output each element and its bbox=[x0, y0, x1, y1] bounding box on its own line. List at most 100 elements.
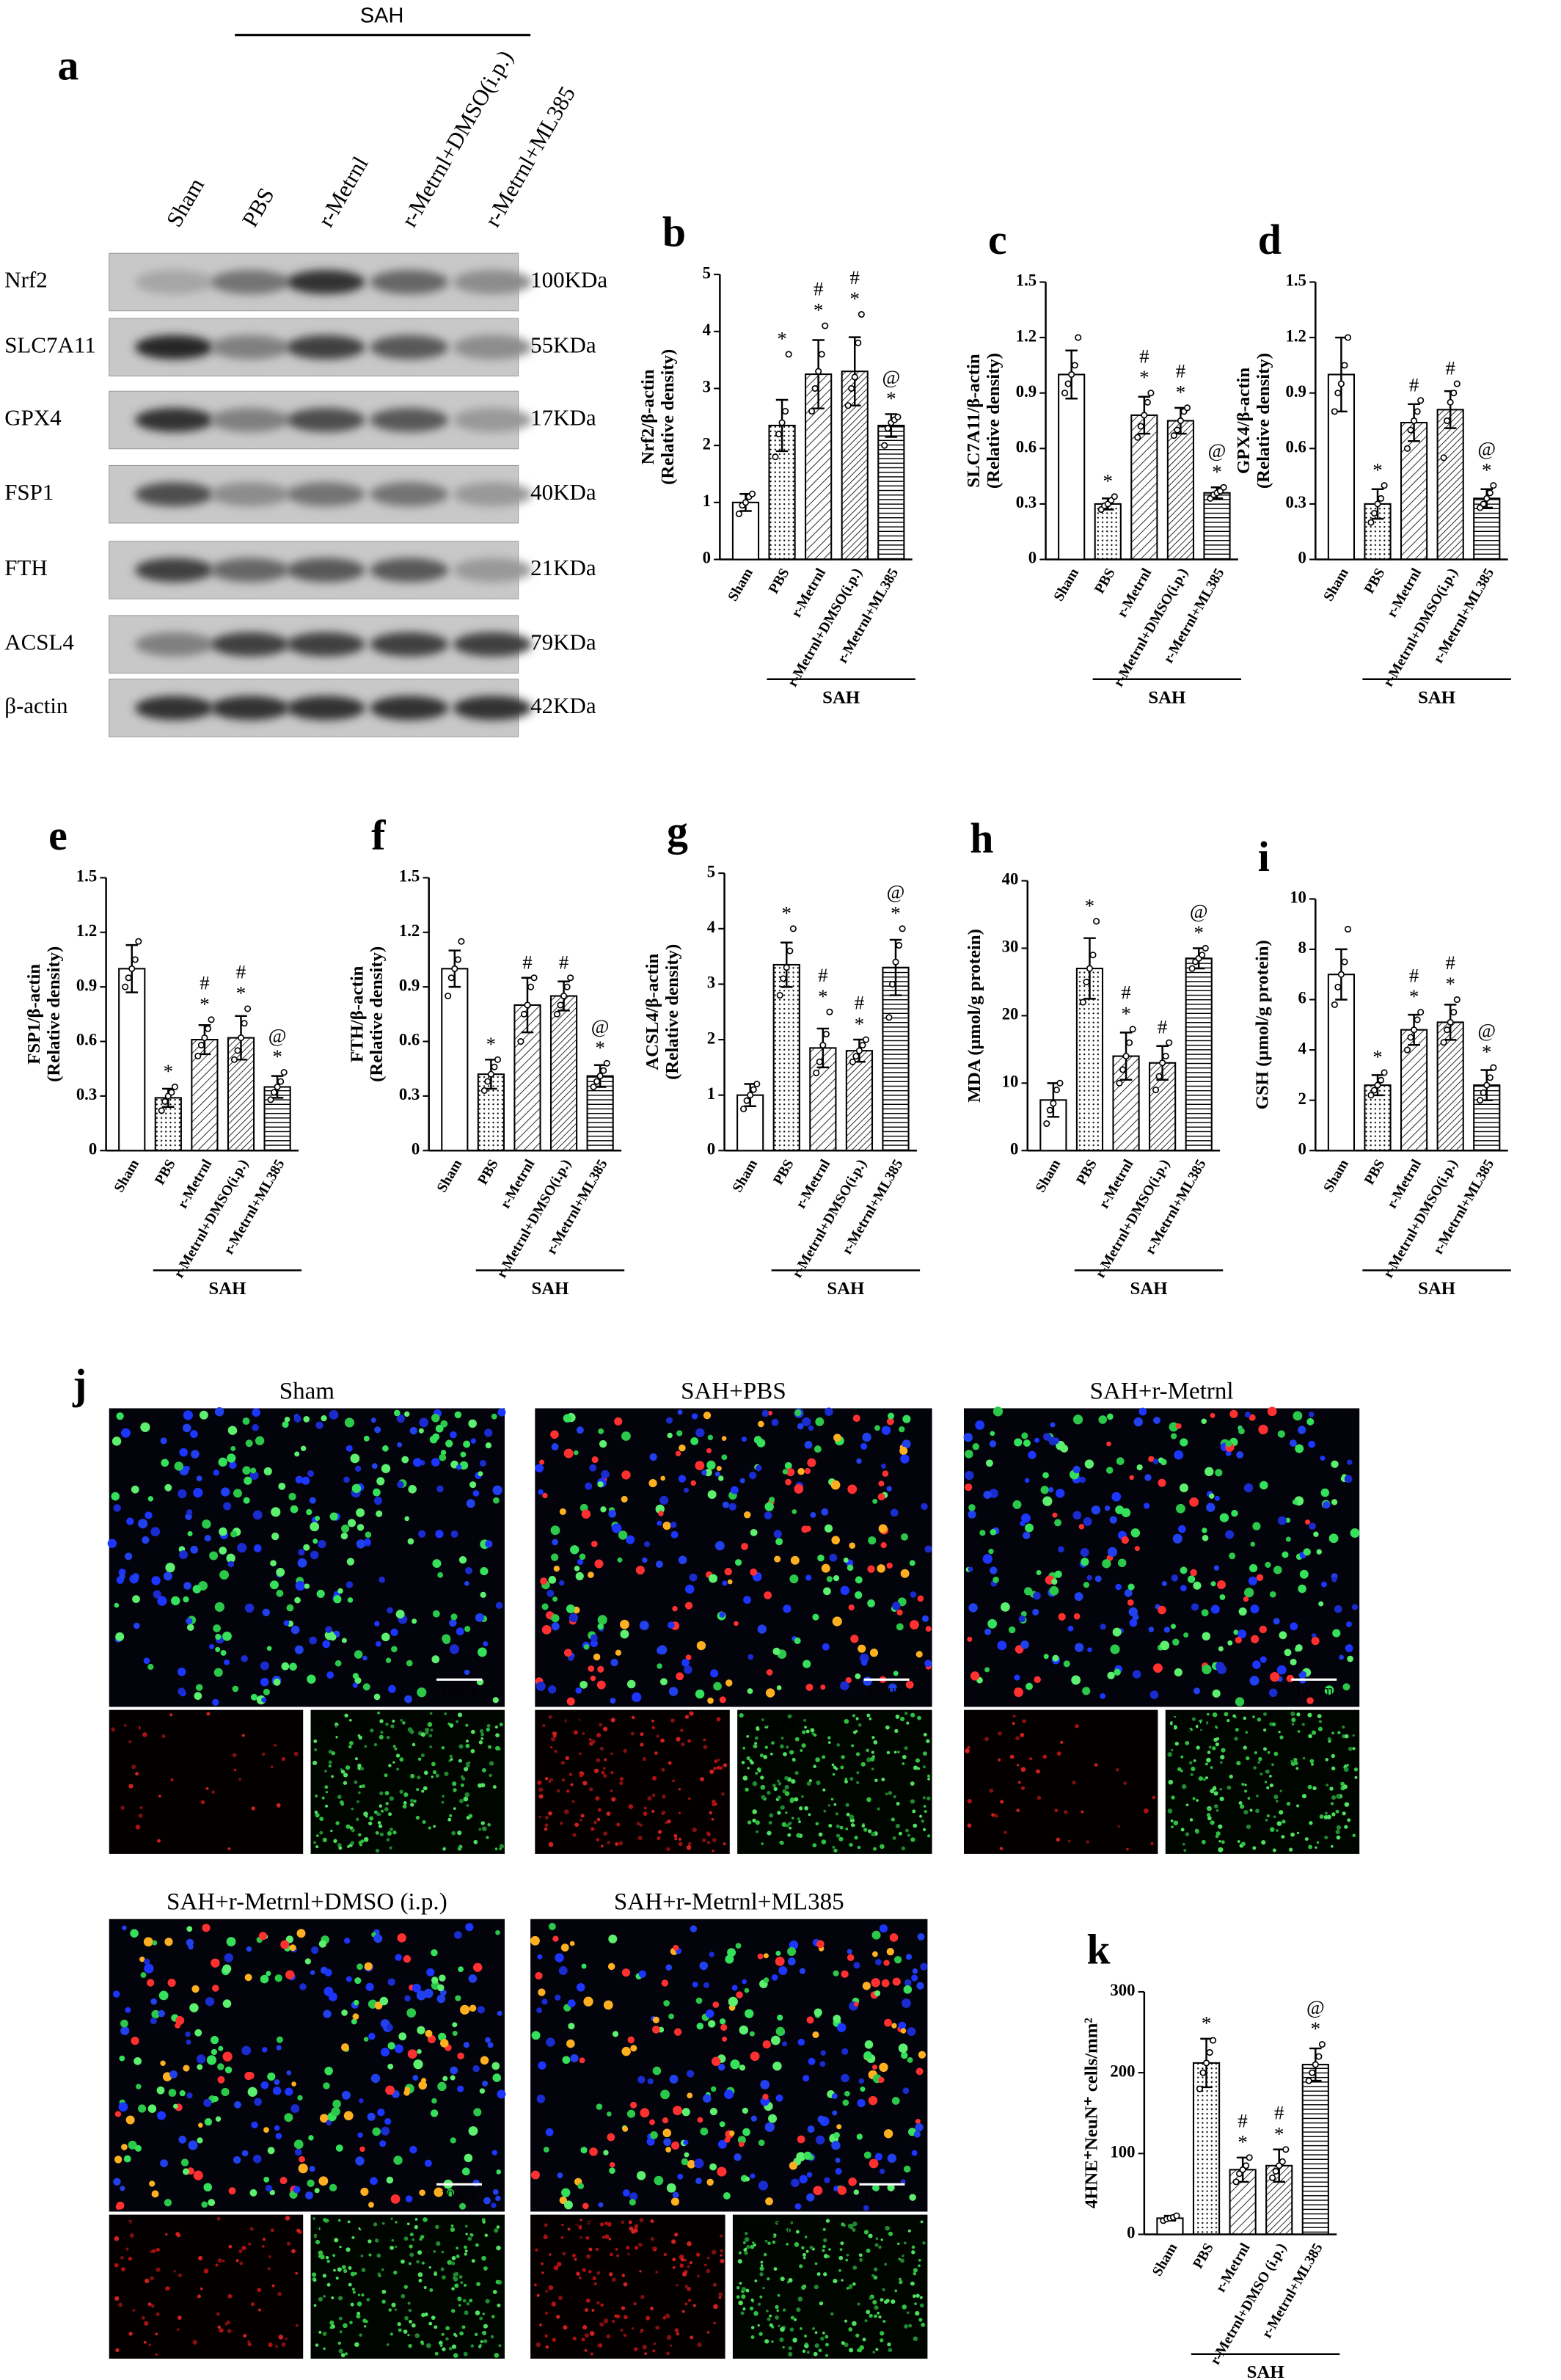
cell bbox=[1249, 1676, 1260, 1686]
cell bbox=[1346, 1764, 1349, 1767]
cell bbox=[652, 2016, 659, 2023]
cell bbox=[359, 1785, 362, 1789]
cell bbox=[672, 1605, 678, 1612]
cell bbox=[673, 1833, 678, 1838]
cell bbox=[298, 2164, 308, 2174]
cell bbox=[1083, 1517, 1092, 1527]
data-point bbox=[1490, 1064, 1497, 1071]
y-tick-label: 8 bbox=[1298, 938, 1306, 957]
cell bbox=[871, 1767, 874, 1771]
cell bbox=[572, 1833, 577, 1837]
cell bbox=[752, 1809, 757, 1814]
cell bbox=[315, 1515, 321, 1522]
cell bbox=[775, 1538, 783, 1546]
cell bbox=[552, 2337, 557, 2342]
cell bbox=[390, 1628, 398, 1637]
cell bbox=[412, 2238, 415, 2241]
cell bbox=[1213, 1565, 1220, 1571]
cell bbox=[475, 2310, 480, 2315]
cell bbox=[898, 2257, 901, 2260]
cell bbox=[755, 1464, 762, 1472]
cell bbox=[746, 1756, 750, 1761]
cell bbox=[668, 2013, 674, 2020]
cell bbox=[1017, 1781, 1021, 1784]
cell bbox=[1212, 1712, 1218, 1718]
cell bbox=[1054, 1519, 1062, 1527]
cell bbox=[712, 2001, 720, 2008]
cell bbox=[692, 1827, 697, 1833]
cell bbox=[1296, 1804, 1300, 1808]
cell bbox=[136, 1725, 141, 1731]
cell bbox=[813, 1764, 816, 1768]
data-point bbox=[527, 983, 535, 990]
cell bbox=[902, 1415, 911, 1423]
cell bbox=[346, 1445, 353, 1452]
cell bbox=[132, 1574, 139, 1582]
cell bbox=[146, 1979, 155, 1987]
cell bbox=[902, 2255, 904, 2257]
cell bbox=[1204, 1762, 1209, 1766]
cell bbox=[687, 1739, 692, 1743]
cell bbox=[545, 2312, 548, 2315]
cell bbox=[538, 1787, 543, 1792]
cell bbox=[603, 1773, 607, 1778]
cell bbox=[544, 1816, 549, 1820]
cell bbox=[458, 1966, 464, 1973]
cell bbox=[874, 1425, 880, 1431]
cell bbox=[684, 1715, 690, 1719]
cell bbox=[550, 1430, 559, 1439]
cell bbox=[304, 1583, 310, 1589]
cell bbox=[485, 2037, 491, 2043]
cell bbox=[742, 1979, 747, 1985]
cell bbox=[697, 2342, 702, 2347]
cell bbox=[571, 2253, 576, 2257]
cell bbox=[111, 1727, 116, 1732]
cell bbox=[357, 2314, 361, 2319]
cell bbox=[750, 2173, 756, 2179]
cell bbox=[666, 2351, 670, 2356]
cell bbox=[777, 1795, 781, 1800]
cell bbox=[213, 1470, 219, 1476]
cell bbox=[1202, 1778, 1207, 1781]
cell bbox=[1180, 1438, 1188, 1447]
cell bbox=[583, 1996, 593, 2007]
y-axis-label: Nrf2/β-actin bbox=[638, 369, 658, 464]
cell bbox=[864, 2319, 868, 2323]
cell bbox=[1311, 1637, 1320, 1646]
cell bbox=[717, 1758, 720, 1762]
cell bbox=[1295, 1767, 1299, 1770]
cell bbox=[178, 2135, 187, 2144]
cell bbox=[791, 2178, 800, 2188]
cell bbox=[319, 2114, 329, 2123]
cell bbox=[485, 1540, 493, 1548]
cell bbox=[580, 1680, 588, 1689]
cell bbox=[1034, 1437, 1040, 1443]
cell bbox=[186, 1509, 193, 1516]
cell bbox=[858, 2253, 863, 2257]
cell bbox=[1243, 1716, 1247, 1720]
cell bbox=[640, 1742, 644, 1747]
cell bbox=[814, 2331, 818, 2335]
cell bbox=[370, 2177, 378, 2186]
significance-mark: * bbox=[164, 1060, 173, 1082]
cell bbox=[439, 1974, 446, 1982]
cell bbox=[639, 1621, 649, 1630]
y-tick-label: 1.2 bbox=[76, 921, 97, 940]
cell bbox=[775, 1950, 781, 1956]
cell bbox=[1187, 1575, 1196, 1583]
cell bbox=[644, 2352, 647, 2355]
cell bbox=[364, 1538, 371, 1545]
cell bbox=[772, 1784, 776, 1788]
cell bbox=[487, 2042, 494, 2048]
cell bbox=[1323, 1501, 1331, 1509]
data-point bbox=[1053, 1086, 1060, 1094]
cell bbox=[373, 1488, 381, 1497]
cell bbox=[392, 1745, 396, 1748]
cell bbox=[794, 1737, 800, 1742]
x-tick-label: Sham bbox=[730, 1157, 761, 1195]
cell bbox=[1256, 1795, 1259, 1797]
cell bbox=[623, 2315, 628, 2320]
cell bbox=[784, 1461, 792, 1470]
